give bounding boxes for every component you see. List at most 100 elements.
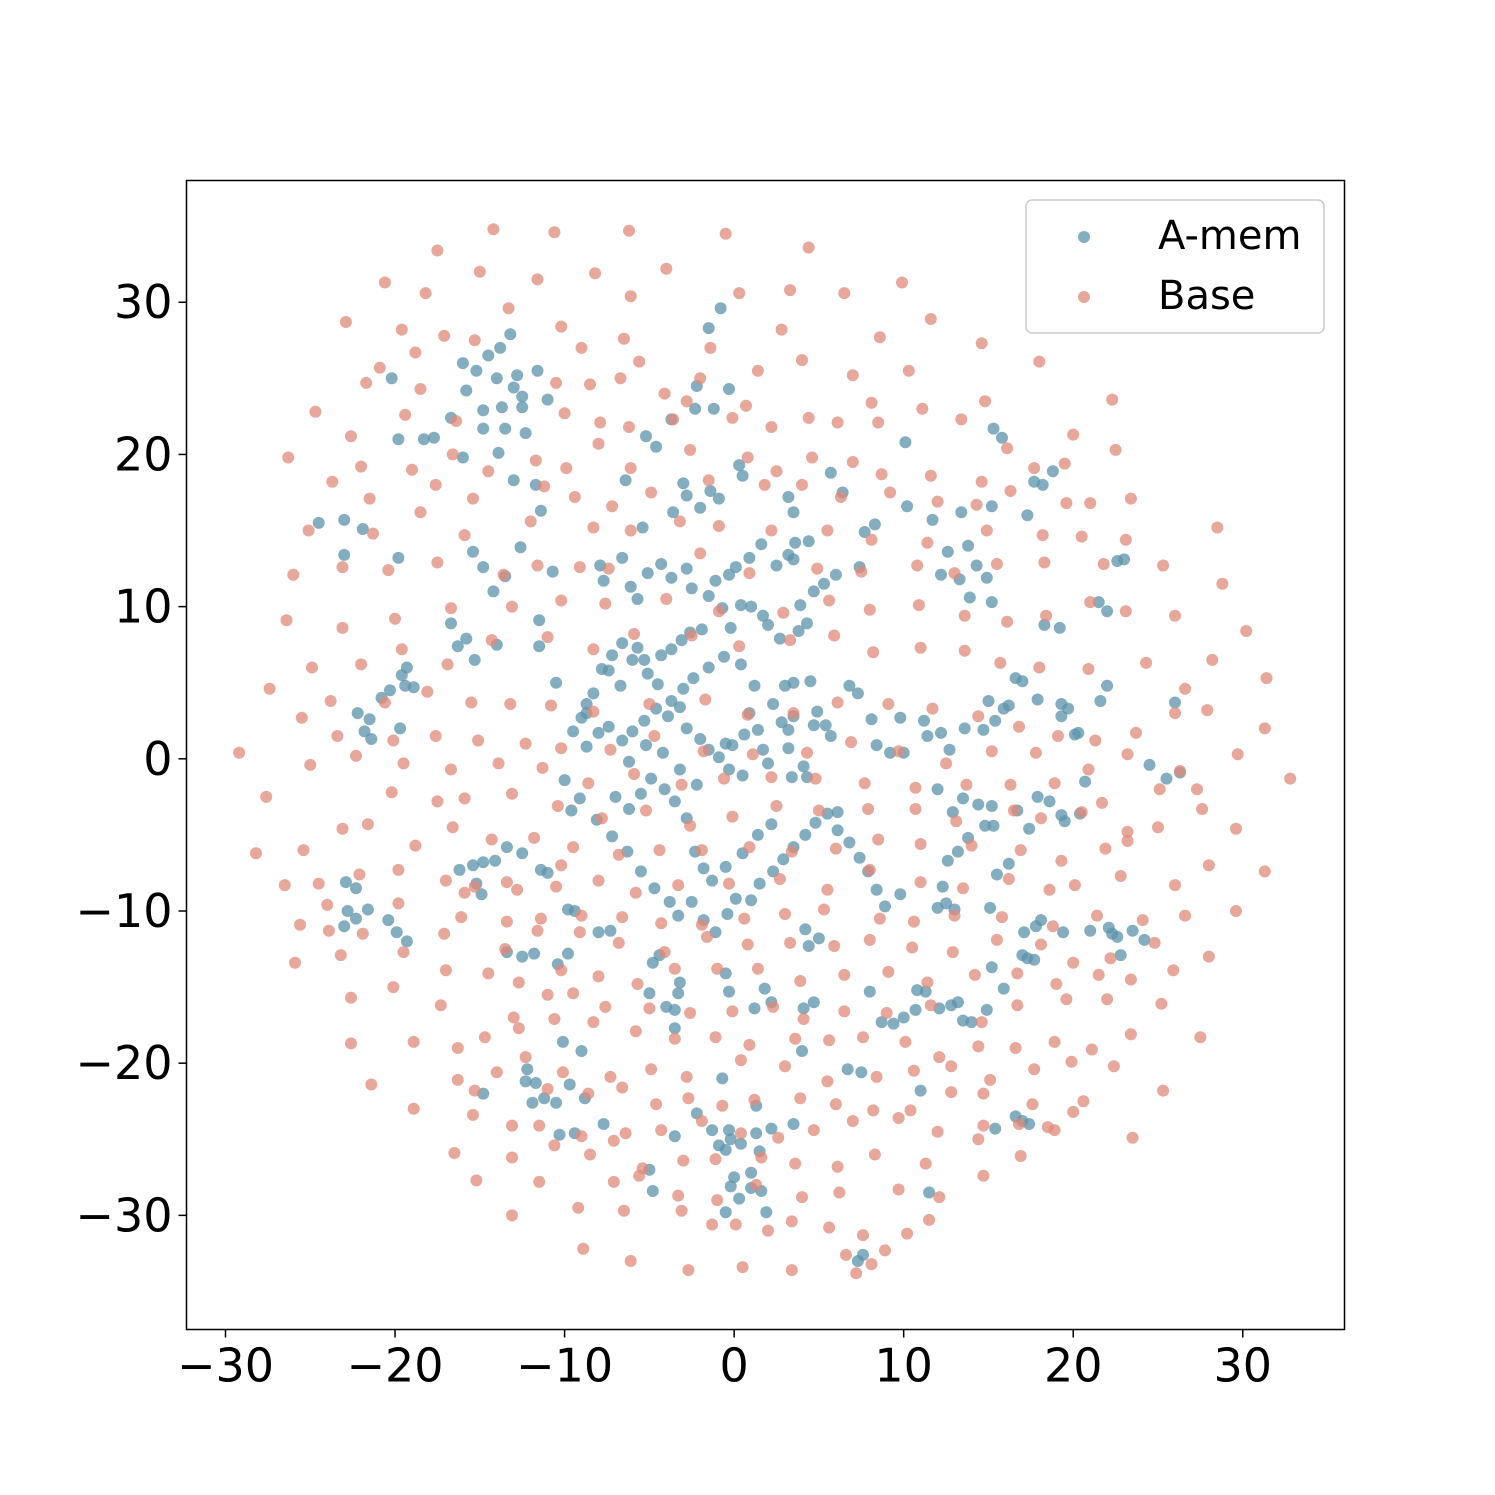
point-base bbox=[1202, 859, 1215, 872]
point-base bbox=[592, 970, 605, 983]
point-base bbox=[1258, 722, 1271, 735]
point-base bbox=[785, 845, 798, 858]
point-base bbox=[802, 241, 815, 254]
point-base bbox=[1052, 730, 1064, 742]
point-a-mem bbox=[690, 778, 703, 791]
point-base bbox=[867, 1104, 880, 1117]
point-base bbox=[1068, 879, 1081, 892]
point-base bbox=[873, 912, 886, 925]
point-base bbox=[921, 976, 934, 989]
point-base bbox=[467, 1108, 479, 1121]
point-base bbox=[548, 226, 561, 239]
point-a-mem bbox=[1009, 672, 1022, 685]
point-base bbox=[1075, 806, 1088, 819]
point-a-mem bbox=[765, 818, 778, 831]
point-base bbox=[789, 1032, 802, 1045]
point-base bbox=[541, 631, 554, 644]
point-base bbox=[1196, 803, 1209, 815]
point-base bbox=[551, 800, 564, 812]
point-a-mem bbox=[556, 1035, 569, 1048]
point-base bbox=[490, 1066, 503, 1079]
point-a-mem bbox=[724, 621, 737, 634]
point-base bbox=[336, 822, 349, 835]
point-a-mem bbox=[616, 551, 629, 564]
point-base bbox=[278, 879, 291, 892]
point-base bbox=[550, 880, 563, 893]
point-a-mem bbox=[521, 1063, 534, 1076]
point-a-mem bbox=[565, 804, 578, 817]
point-a-mem bbox=[723, 985, 735, 998]
y-tick-label: −30 bbox=[75, 1188, 172, 1242]
point-a-mem bbox=[562, 947, 574, 960]
point-a-mem bbox=[709, 574, 722, 587]
point-base bbox=[1230, 905, 1242, 917]
point-base bbox=[840, 1248, 852, 1261]
point-base bbox=[1114, 870, 1127, 882]
point-a-mem bbox=[1143, 758, 1156, 771]
legend-marker-a-mem bbox=[1078, 231, 1090, 243]
point-base bbox=[902, 364, 915, 377]
point-base bbox=[857, 1031, 869, 1044]
point-a-mem bbox=[724, 1180, 737, 1193]
point-a-mem bbox=[341, 905, 354, 917]
point-a-mem bbox=[667, 506, 680, 519]
point-a-mem bbox=[573, 792, 586, 805]
point-base bbox=[975, 1016, 988, 1029]
point-a-mem bbox=[553, 1128, 566, 1141]
point-base bbox=[812, 804, 825, 817]
point-base bbox=[906, 941, 919, 954]
point-base bbox=[709, 1153, 722, 1166]
point-base bbox=[541, 988, 554, 1001]
point-base bbox=[948, 909, 961, 922]
point-base bbox=[645, 486, 658, 499]
point-base bbox=[846, 369, 859, 382]
point-base bbox=[550, 376, 563, 389]
point-a-mem bbox=[634, 787, 647, 800]
point-a-mem bbox=[400, 661, 413, 674]
point-base bbox=[531, 273, 544, 286]
point-a-mem bbox=[651, 678, 664, 691]
point-a-mem bbox=[668, 795, 681, 808]
point-base bbox=[684, 1007, 697, 1019]
point-base bbox=[1033, 661, 1046, 674]
point-a-mem bbox=[529, 1077, 542, 1089]
point-a-mem bbox=[987, 819, 1000, 832]
point-a-mem bbox=[970, 559, 983, 572]
point-a-mem bbox=[1169, 696, 1181, 709]
point-base bbox=[531, 559, 544, 572]
point-a-mem bbox=[656, 746, 669, 759]
point-a-mem bbox=[855, 1066, 868, 1079]
point-base bbox=[743, 567, 756, 580]
point-a-mem bbox=[985, 800, 998, 812]
point-base bbox=[901, 1227, 914, 1240]
point-a-mem bbox=[751, 828, 764, 841]
point-a-mem bbox=[685, 895, 698, 908]
point-a-mem bbox=[451, 640, 464, 653]
point-base bbox=[904, 1104, 917, 1117]
point-base bbox=[555, 320, 568, 333]
point-a-mem bbox=[865, 713, 878, 726]
point-base bbox=[1153, 783, 1166, 796]
point-a-mem bbox=[909, 1003, 922, 1016]
point-a-mem bbox=[655, 558, 668, 570]
point-base bbox=[438, 329, 451, 342]
point-a-mem bbox=[936, 880, 949, 893]
point-a-mem bbox=[787, 1118, 800, 1130]
point-a-mem bbox=[677, 477, 690, 490]
point-a-mem bbox=[1101, 679, 1114, 692]
point-base bbox=[940, 757, 953, 770]
x-tick-label: 10 bbox=[874, 1339, 933, 1393]
point-base bbox=[668, 962, 681, 975]
point-a-mem bbox=[831, 824, 844, 837]
point-base bbox=[1097, 558, 1110, 570]
point-a-mem bbox=[1111, 930, 1124, 943]
point-base bbox=[533, 1175, 546, 1188]
point-a-mem bbox=[745, 600, 758, 613]
point-base bbox=[506, 600, 518, 613]
point-base bbox=[473, 265, 486, 278]
point-base bbox=[779, 1060, 791, 1073]
point-base bbox=[1240, 625, 1253, 637]
point-base bbox=[914, 876, 927, 889]
point-base bbox=[395, 643, 408, 656]
point-base bbox=[865, 533, 878, 546]
